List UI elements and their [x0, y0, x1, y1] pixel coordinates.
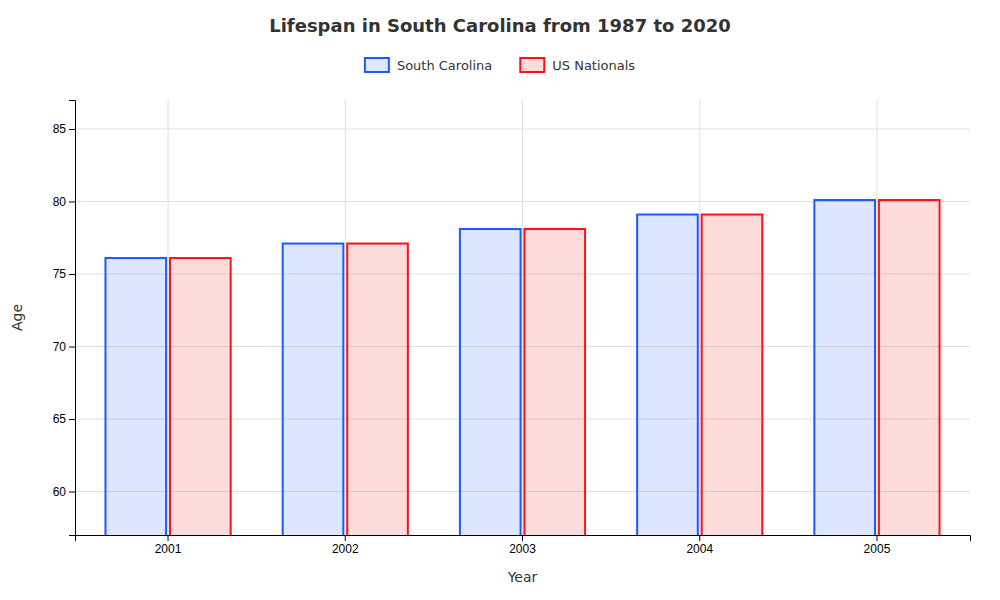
bar [283, 244, 344, 535]
bar [347, 244, 408, 535]
tick: 85 [53, 122, 75, 136]
bar [170, 258, 231, 535]
axis-line [76, 536, 971, 542]
tick: 70 [53, 340, 75, 354]
grid-line [699, 100, 700, 535]
tick: 60 [53, 485, 75, 499]
legend: South Carolina US Nationals [365, 58, 635, 73]
tick-label: 75 [53, 267, 67, 281]
bar [702, 215, 763, 535]
tick-label: 2001 [155, 542, 182, 556]
tick-mark [69, 129, 75, 130]
tick-mark [69, 274, 75, 275]
tick-label: 85 [53, 122, 67, 136]
tick-label: 2005 [864, 542, 891, 556]
tick-label: 2004 [686, 542, 713, 556]
title: Lifespan in South Carolina from 1987 to … [269, 15, 731, 36]
bars [105, 200, 939, 535]
y-axis: 60 65 70 75 80 85 [53, 101, 76, 536]
tick-mark [69, 492, 75, 493]
legend-label: South Carolina [397, 58, 492, 73]
tick-mark [876, 535, 877, 541]
bar [879, 200, 940, 535]
tick-label: 60 [53, 485, 67, 499]
legend-label: US Nationals [552, 58, 635, 73]
plot-area: 2001 2002 2003 2004 2005 60 65 70 75 80 85 [53, 100, 971, 600]
tick-mark [522, 535, 523, 541]
tick: 80 [53, 195, 75, 209]
bar-series [170, 200, 940, 535]
chart: 2001 2002 2003 2004 2005 60 65 70 75 80 85 Year Age L… [0, 0, 1000, 600]
legend-swatch [365, 58, 389, 72]
y-axis-title: Age [9, 304, 25, 331]
bar [524, 229, 585, 535]
tick: 2005 [864, 535, 891, 556]
tick-mark [69, 419, 75, 420]
grid-line [876, 100, 877, 535]
bar [460, 229, 521, 535]
legend-item: US Nationals [520, 58, 635, 73]
tick: 2004 [686, 535, 713, 556]
tick-label: 2003 [509, 542, 536, 556]
legend-item: South Carolina [365, 58, 492, 73]
tick: 65 [53, 412, 75, 426]
x-axis: 2001 2002 2003 2004 2005 [76, 535, 971, 556]
tick-mark [699, 535, 700, 541]
x-axis-title: Year [507, 569, 538, 585]
tick: 75 [53, 267, 75, 281]
tick-label: 65 [53, 412, 67, 426]
legend-swatch [520, 58, 544, 72]
tick-label: 2002 [332, 542, 359, 556]
bar [814, 200, 875, 535]
tick-label: 70 [53, 340, 67, 354]
tick: 2001 [155, 535, 182, 556]
tick-mark [69, 347, 75, 348]
axis-line [69, 101, 76, 536]
grid-line [345, 100, 346, 535]
bar [637, 215, 698, 535]
grid-line [522, 100, 523, 535]
tick-label: 80 [53, 195, 67, 209]
bar-series [105, 200, 875, 535]
tick: 2003 [509, 535, 536, 556]
tick: 2002 [332, 535, 359, 556]
bar [105, 258, 166, 535]
grid-line [168, 100, 169, 535]
tick-mark [345, 535, 346, 541]
tick-mark [69, 202, 75, 203]
tick-mark [168, 535, 169, 541]
